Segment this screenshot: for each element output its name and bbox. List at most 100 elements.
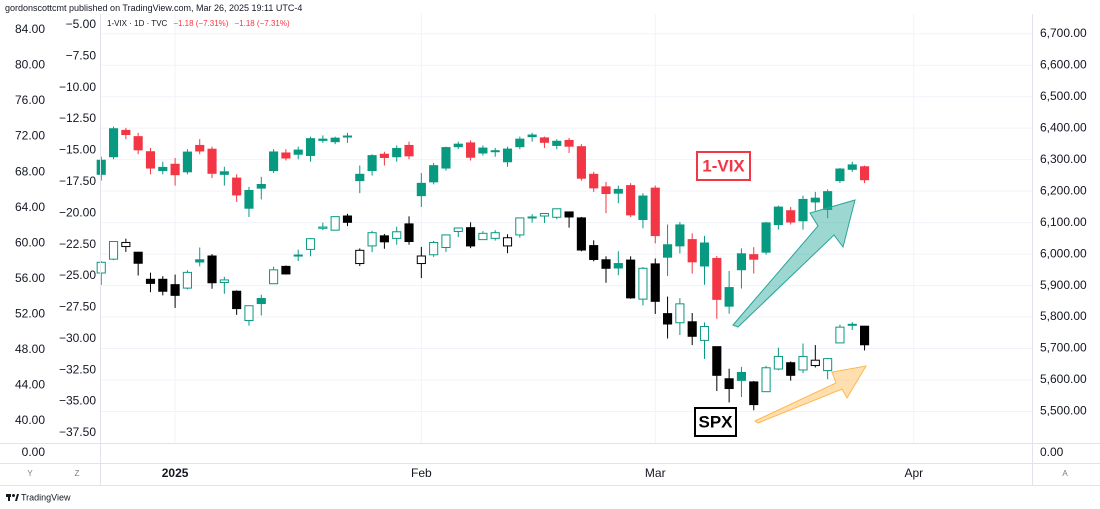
candle-body: [847, 164, 857, 170]
y2-tick-label: 5,900.00: [1040, 278, 1087, 292]
candle-body: [650, 263, 660, 302]
y2-tick-label: 5,700.00: [1040, 341, 1087, 355]
candle-body: [515, 138, 525, 148]
footer-brand: TradingView: [21, 492, 71, 502]
y2-tick-label: 6,300.00: [1040, 152, 1087, 166]
candle-body: [552, 208, 562, 218]
logo-part: [12, 494, 15, 497]
candle-body: [207, 148, 217, 174]
y-tick-label: −22.50: [59, 237, 96, 251]
y2-tick-label: 6,000.00: [1040, 246, 1087, 260]
candle-body: [219, 171, 229, 175]
candle-body: [429, 165, 439, 183]
candle-body: [675, 224, 685, 247]
attribution: gordonscottcmt published on TradingView.…: [5, 3, 303, 13]
legend: 1-VIX · 1D · TVC −1.18 (−7.31%) −1.18 (−…: [107, 19, 290, 28]
spx-label: SPX: [698, 412, 733, 431]
candle-body: [749, 381, 759, 406]
candle-body: [761, 222, 771, 253]
candle-body: [539, 137, 550, 143]
y3-tick-label: 68.00: [15, 164, 45, 178]
y-tick-label: −10.00: [59, 80, 96, 94]
y3-tick-label: 52.00: [15, 306, 45, 320]
candle-body: [404, 223, 414, 243]
candle-body: [318, 226, 328, 229]
y3-tick-label: 44.00: [15, 377, 45, 391]
candle-body: [305, 138, 316, 156]
candle-body: [823, 358, 833, 372]
candle-body: [539, 213, 550, 217]
candle-body: [527, 216, 537, 219]
candle-body: [96, 159, 106, 175]
lower-tick-label: 0.00: [22, 445, 46, 459]
y-tick-label: −27.50: [59, 300, 96, 314]
scale-button: Y: [27, 469, 33, 478]
candle-body: [613, 263, 623, 269]
candle-body: [650, 187, 660, 237]
x-tick-label: Feb: [411, 466, 432, 480]
candle-body: [798, 198, 808, 222]
candle-body: [441, 234, 451, 249]
candle-body: [663, 313, 673, 325]
candle-body: [761, 367, 771, 393]
candle-body: [416, 182, 426, 197]
y3-tick-label: 64.00: [15, 200, 45, 214]
candle-body: [712, 257, 722, 300]
candle-body: [330, 137, 340, 143]
y-tick-label: −25.00: [59, 268, 96, 282]
candle-body: [502, 237, 513, 247]
candle-body: [133, 136, 143, 151]
candle-body: [786, 362, 796, 376]
candle-body: [330, 216, 340, 231]
candle-body: [145, 278, 156, 284]
candle-body: [453, 143, 463, 148]
y2-tick-label: 6,400.00: [1040, 120, 1087, 134]
candle-body: [342, 215, 353, 223]
candle-body: [724, 287, 734, 307]
candle-body: [576, 146, 586, 179]
candle-body: [207, 255, 217, 284]
y-tick-label: −7.50: [66, 48, 97, 62]
y2-tick-label: 6,700.00: [1040, 26, 1087, 40]
candle-body: [121, 129, 131, 136]
x-tick-label: Apr: [904, 466, 923, 480]
candle-body: [576, 217, 586, 251]
candle-body: [466, 142, 476, 158]
candle-body: [589, 245, 599, 260]
candle-body: [773, 206, 783, 226]
candle-body: [441, 147, 451, 169]
candle-body: [835, 326, 845, 344]
candle-body: [699, 242, 710, 267]
candle-body: [626, 259, 636, 299]
candle-body: [293, 254, 303, 257]
candle-body: [527, 134, 537, 138]
candle-body: [305, 238, 316, 250]
candle-body: [810, 359, 820, 367]
candle-body: [663, 244, 673, 258]
candle-body: [859, 325, 870, 346]
candle-body: [293, 149, 303, 155]
y-tick-label: −5.00: [66, 17, 97, 31]
y-tick-label: −15.00: [59, 143, 96, 157]
y-tick-label: −12.50: [59, 111, 96, 125]
candle-body: [367, 232, 377, 247]
x-tick-label: 2025: [162, 466, 189, 480]
vix-label: 1-VIX: [702, 156, 745, 175]
candle-body: [404, 144, 414, 157]
candle-body: [379, 153, 389, 158]
y-tick-label: −17.50: [59, 174, 96, 188]
candle-body: [158, 278, 168, 292]
candle-body: [687, 239, 697, 263]
y3-tick-label: 56.00: [15, 271, 45, 285]
candle-body: [810, 197, 820, 203]
candle-body: [158, 166, 168, 172]
candle-body: [318, 138, 328, 141]
y2-tick-label: 5,500.00: [1040, 404, 1087, 418]
candle-body: [466, 227, 476, 247]
legend-change: −1.18 (−7.31%): [234, 19, 290, 28]
y3-tick-label: 48.00: [15, 342, 45, 356]
candle-body: [712, 346, 722, 376]
candle-body: [429, 241, 439, 256]
logo-part: [15, 494, 19, 501]
